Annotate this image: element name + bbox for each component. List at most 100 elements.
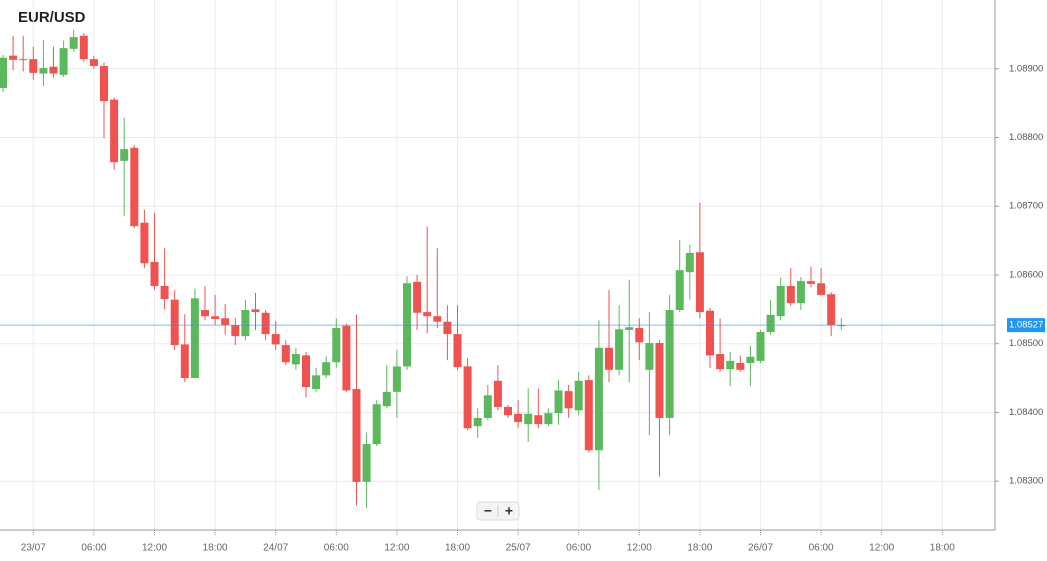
candle-body (544, 413, 553, 425)
candle-body (352, 389, 361, 482)
candle-body (170, 299, 179, 346)
candle-body (110, 99, 119, 163)
candle-body (382, 391, 391, 407)
candle-body (625, 327, 634, 330)
candle-body (594, 347, 603, 451)
chart-title: EUR/USD (18, 9, 86, 26)
candle-body (49, 66, 58, 74)
zoom-out-button[interactable]: − (484, 503, 492, 519)
candle-body (281, 345, 290, 363)
candle-body (716, 354, 725, 370)
candle-body (180, 344, 189, 379)
candle-body (514, 413, 523, 423)
current-price-label: 1.08527 (1009, 320, 1043, 331)
candle-body (322, 362, 331, 376)
candle-body (342, 325, 351, 391)
candle-body (251, 309, 260, 313)
candle-body (413, 281, 422, 313)
candle-body (79, 35, 88, 60)
candle-body (807, 281, 815, 284)
y-tick-label: 1.08600 (1009, 269, 1043, 280)
candle-body (332, 327, 341, 363)
candle-body (635, 327, 644, 343)
candle-body (271, 334, 280, 345)
candle-body (524, 413, 533, 425)
candle-body (534, 415, 543, 425)
candle-body (211, 316, 220, 319)
x-tick-label: 24/07 (263, 543, 288, 554)
candle-body (433, 316, 442, 322)
candle-body (695, 252, 704, 313)
candle-body (29, 59, 38, 73)
candle-body (231, 325, 240, 337)
y-tick-label: 1.08900 (1009, 63, 1043, 74)
candle-body (483, 395, 492, 418)
x-tick-label: 12:00 (384, 543, 409, 554)
candle-body (221, 318, 230, 326)
candle-body (241, 310, 250, 337)
current-price-tag (1007, 318, 1045, 333)
grid (0, 0, 995, 530)
y-tick-label: 1.08400 (1009, 407, 1043, 418)
candle-body (130, 147, 139, 227)
candle-body (493, 380, 502, 407)
candle-body (796, 281, 805, 304)
candle-body (675, 270, 684, 311)
candle-body (150, 261, 159, 286)
candle-body (291, 354, 300, 365)
candle-body (837, 325, 846, 327)
candle-body (453, 334, 462, 368)
candle-body (776, 285, 785, 317)
candle-body (443, 321, 452, 335)
candle-body (746, 356, 755, 363)
candle-body (100, 65, 108, 102)
candle-body (69, 37, 78, 49)
candle-body (736, 362, 745, 370)
candle-body (362, 444, 371, 482)
zoom-in-button[interactable]: + (505, 503, 513, 519)
x-tick-label: 06:00 (809, 543, 834, 554)
candle-body (584, 380, 593, 451)
candle-body (302, 355, 310, 388)
x-tick-label: 06:00 (324, 543, 349, 554)
candle-body (463, 366, 472, 429)
y-tick-label: 1.08300 (1009, 476, 1043, 487)
x-tick-label: 25/07 (506, 543, 531, 554)
candle-body (9, 55, 18, 60)
candle-body (140, 222, 149, 264)
candle-body (766, 314, 775, 333)
candle-body (706, 310, 714, 356)
x-tick-label: 06:00 (81, 543, 106, 554)
candle-body (786, 285, 795, 304)
x-tick-label: 12:00 (869, 543, 894, 554)
candle-body (201, 310, 209, 317)
zoom-controls: − + (476, 501, 520, 521)
candle-body (827, 294, 836, 326)
candle-body (554, 390, 563, 414)
x-tick-label: 26/07 (748, 543, 773, 554)
candle-body (615, 329, 624, 370)
candle-body (665, 310, 674, 418)
x-tick-label: 18:00 (203, 543, 228, 554)
candle-body (0, 57, 7, 88)
candle-body (645, 343, 654, 370)
x-tick-label: 18:00 (687, 543, 712, 554)
x-tick-label: 23/07 (21, 543, 46, 554)
candle-body (160, 285, 169, 300)
candle-body (261, 312, 270, 335)
candle-body (564, 391, 573, 409)
candle-body (655, 343, 664, 418)
y-tick-label: 1.08800 (1009, 132, 1043, 143)
candle-body (59, 48, 68, 75)
candle-body (312, 375, 321, 390)
candle-body (574, 380, 583, 411)
candle-body (726, 360, 735, 370)
x-tick-label: 18:00 (930, 543, 955, 554)
x-tick-label: 12:00 (627, 543, 652, 554)
candle-body (120, 149, 129, 161)
candle-body (817, 283, 826, 295)
x-tick-label: 06:00 (566, 543, 591, 554)
candle-body (756, 332, 765, 361)
